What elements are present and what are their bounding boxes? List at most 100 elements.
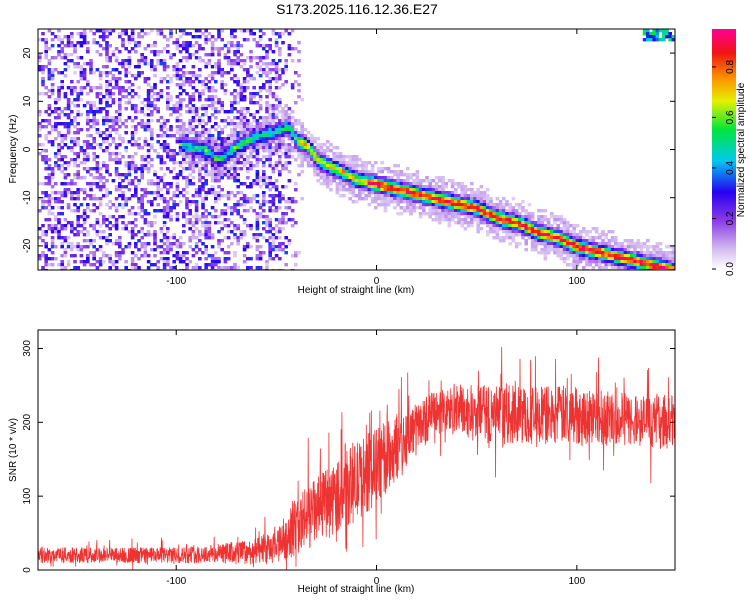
spectrogram-cell <box>127 182 132 186</box>
spectrogram-cell <box>143 113 148 117</box>
spectrogram-cell <box>210 188 215 192</box>
spectrogram-cell <box>665 266 669 270</box>
spectrogram-cell <box>431 197 436 201</box>
spectrogram-cell <box>47 74 52 78</box>
spectrogram-cell <box>262 56 266 60</box>
spectrogram-cell <box>54 197 58 201</box>
spectrogram-cell <box>338 185 343 189</box>
spectrogram-cell <box>546 245 551 249</box>
spectrogram-cell <box>294 80 298 84</box>
spectrogram-cell <box>550 212 554 216</box>
spectrogram-cell <box>329 173 333 177</box>
spectrogram-cell <box>220 155 224 159</box>
spectrogram-cell <box>166 263 170 267</box>
spectrogram-cell <box>214 71 218 75</box>
spectrogram-cell <box>406 182 410 186</box>
spectrogram-cell <box>294 158 298 162</box>
spectrogram-cell <box>345 164 349 168</box>
spectrogram-cell <box>447 206 452 210</box>
spectrogram-cell <box>47 95 52 99</box>
spectrogram-cell <box>159 245 164 249</box>
spectrogram-cell <box>239 236 244 240</box>
spectrogram-cell <box>82 260 87 264</box>
spectrogram-cell <box>274 80 279 84</box>
spectrogram-cell <box>271 242 276 246</box>
spectrogram-cell <box>284 245 288 249</box>
spectrogram-cell <box>268 224 272 228</box>
spectrogram-cell <box>198 143 202 147</box>
spectrogram-cell <box>377 170 381 174</box>
spectrogram-cell <box>447 194 452 198</box>
spectrogram-cell <box>329 167 333 171</box>
spectrogram-cell <box>502 209 506 213</box>
spectrogram-cell <box>166 104 170 108</box>
spectrogram-cell <box>268 131 272 135</box>
spectrogram-cell <box>73 173 77 177</box>
spectrogram-cell <box>188 137 192 141</box>
spectrogram-cell <box>214 173 218 177</box>
spectrogram-cell <box>598 242 602 246</box>
spectrogram-cell <box>537 218 541 222</box>
spectrogram-cell <box>300 149 304 153</box>
spectrogram-cell <box>374 185 378 189</box>
spectrogram-cell <box>230 221 234 225</box>
spectrogram-cell <box>188 152 192 156</box>
spectrogram-cell <box>610 251 615 255</box>
spectrogram-cell <box>60 56 64 60</box>
spectrogram-cell <box>294 101 298 105</box>
spectrogram-cell <box>185 197 189 201</box>
spectrogram-cell <box>646 254 650 258</box>
spectrogram-cell <box>201 128 205 132</box>
spectrogram-cell <box>41 203 45 207</box>
spectrogram-cell <box>598 248 602 252</box>
spectrogram-cell <box>652 32 656 36</box>
spectrogram-cell <box>511 212 516 216</box>
spectrogram-cell <box>98 200 103 204</box>
spectrogram-cell <box>383 185 388 189</box>
spectrogram-cell <box>89 62 93 66</box>
spectrogram-cell <box>105 164 109 168</box>
spectrogram-cell <box>207 74 212 78</box>
spectrogram-cell <box>431 203 436 207</box>
spectrogram-cell <box>150 233 154 237</box>
spectrogram-cell <box>66 44 71 48</box>
spectrogram-cell <box>271 233 276 237</box>
spectrogram-cell <box>572 254 576 258</box>
spectrogram-cell <box>303 149 308 153</box>
spectrogram-cell <box>614 248 618 252</box>
spectrogram-cell <box>108 158 112 162</box>
spectrogram-cell <box>89 224 93 228</box>
spectrogram-cell <box>306 149 311 153</box>
spectrogram-cell <box>150 110 154 114</box>
spectrogram-cell <box>300 122 304 126</box>
spectrogram-cell <box>518 218 522 222</box>
spectrogram-cell <box>652 257 656 261</box>
spectrogram-cell <box>242 116 247 120</box>
spectrogram-cell <box>204 224 208 228</box>
spectrogram-cell <box>73 71 77 75</box>
spectrogram-cell <box>54 101 58 105</box>
snr-x-ticks: -100 0 100 <box>166 330 586 587</box>
spectrogram-cell <box>367 179 372 183</box>
spectrogram-cell <box>134 266 138 270</box>
spectrogram-cell <box>396 197 400 201</box>
spectrogram-cell <box>210 107 215 111</box>
spectrogram-cell <box>556 254 560 258</box>
spectrogram-cell <box>665 254 669 258</box>
spectrogram-cell <box>76 137 80 141</box>
spectrogram-cell <box>310 146 314 150</box>
spectrogram-cell <box>406 173 410 177</box>
spectrogram-cell <box>313 167 317 171</box>
spectrogram-cell <box>182 215 186 219</box>
spectrogram-cell <box>265 80 269 84</box>
spectrogram-cell <box>310 155 314 159</box>
spectrogram-cell <box>86 194 90 198</box>
spectrogram-cell <box>530 227 535 231</box>
spectrogram-cell <box>434 194 439 198</box>
spectrogram-cell <box>422 212 426 216</box>
spectrogram-cell <box>143 245 148 249</box>
spectrogram-cell <box>604 266 608 270</box>
spectrogram-cell <box>188 155 192 159</box>
spectrogram-cell <box>406 194 410 198</box>
spectrogram-cell <box>194 35 199 39</box>
